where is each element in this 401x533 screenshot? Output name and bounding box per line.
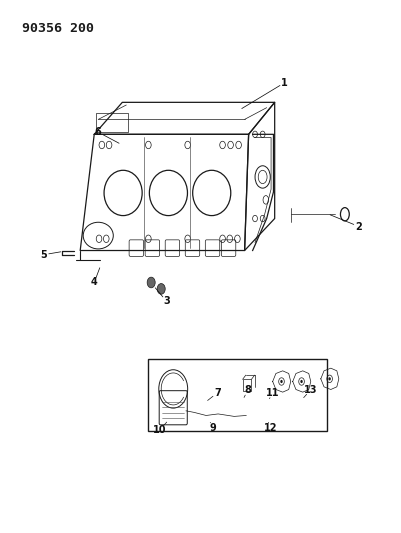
Text: 12: 12 <box>264 423 277 433</box>
Text: 13: 13 <box>304 385 317 395</box>
Bar <box>148 359 327 431</box>
Text: 9: 9 <box>209 423 216 433</box>
Text: 1: 1 <box>282 78 288 87</box>
Circle shape <box>300 380 303 383</box>
Text: 5: 5 <box>40 250 47 260</box>
Text: 11: 11 <box>266 388 279 398</box>
Text: 3: 3 <box>163 296 170 306</box>
Circle shape <box>147 277 155 288</box>
Bar <box>243 379 251 391</box>
Text: 7: 7 <box>214 388 221 398</box>
Text: 10: 10 <box>153 425 166 435</box>
Text: 6: 6 <box>95 127 101 137</box>
Text: 8: 8 <box>244 385 251 395</box>
Circle shape <box>280 380 283 383</box>
Text: 4: 4 <box>91 278 97 287</box>
Circle shape <box>157 284 165 294</box>
Text: 90356 200: 90356 200 <box>22 22 94 35</box>
Text: 2: 2 <box>356 222 362 231</box>
Circle shape <box>328 377 331 381</box>
